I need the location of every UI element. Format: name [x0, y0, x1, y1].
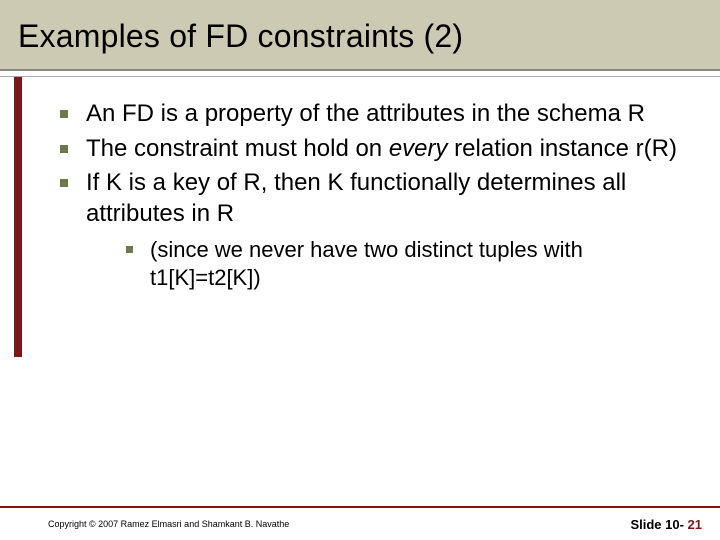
bullet-text: The constraint must hold on every relati… [86, 135, 677, 162]
copyright-text: Copyright © 2007 Ramez Elmasri and Shamk… [48, 519, 289, 529]
bullet-list: An FD is a property of the attributes in… [56, 99, 688, 293]
list-item: An FD is a property of the attributes in… [56, 99, 688, 130]
bullet-text: An FD is a property of the attributes in… [86, 100, 645, 127]
sub-bullet-text: (since we never have two distinct tuples… [150, 237, 583, 291]
sub-bullet-list: (since we never have two distinct tuples… [124, 236, 688, 293]
list-item: The constraint must hold on every relati… [56, 134, 688, 165]
title-band: Examples of FD constraints (2) [0, 0, 720, 71]
slide-title: Examples of FD constraints (2) [18, 18, 720, 55]
slide-number: Slide 10- 21 [630, 517, 702, 532]
content-area: An FD is a property of the attributes in… [0, 77, 720, 477]
footer-bar: Copyright © 2007 Ramez Elmasri and Shamk… [0, 506, 720, 540]
list-item: If K is a key of R, then K functionally … [56, 168, 688, 293]
accent-stripe [14, 77, 22, 357]
list-item: (since we never have two distinct tuples… [124, 236, 688, 293]
bullet-text: If K is a key of R, then K functionally … [86, 169, 626, 227]
